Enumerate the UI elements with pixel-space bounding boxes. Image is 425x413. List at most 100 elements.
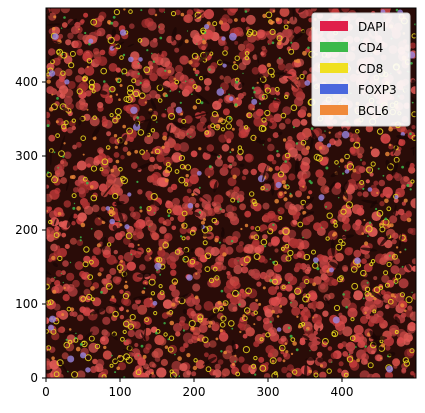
cd8-signal [125, 95, 133, 104]
cd4-signal [183, 258, 186, 261]
cd4-signal [295, 142, 299, 145]
nucleus [373, 276, 378, 281]
x-tick-label: 300 [257, 385, 280, 399]
nucleus [131, 162, 138, 169]
nucleus [410, 86, 416, 94]
nucleus [401, 362, 408, 370]
cd8-signal [61, 124, 67, 130]
tissue-gap [46, 8, 50, 16]
cd4-signal [289, 334, 293, 338]
bcl6-signal [190, 326, 195, 331]
nucleus [67, 81, 76, 89]
tissue-gap [172, 121, 188, 131]
nucleus [365, 292, 375, 302]
bcl6-signal [305, 145, 310, 150]
tissue-gap [387, 351, 396, 357]
nucleus [361, 258, 367, 265]
nucleus [175, 9, 181, 16]
tissue-gap [411, 79, 416, 84]
bcl6-signal [268, 20, 274, 25]
cd4-signal [220, 86, 222, 89]
nucleus [76, 314, 84, 322]
nucleus [171, 152, 183, 163]
bcl6-signal [302, 185, 305, 188]
foxp3-signal [251, 98, 258, 105]
cd4-signal [342, 172, 345, 175]
bcl6-signal [271, 309, 276, 314]
bcl6-signal [306, 195, 310, 199]
cd8-signal [369, 262, 374, 267]
nucleus [134, 250, 142, 259]
nucleus [141, 151, 151, 161]
bcl6-signal [296, 315, 299, 318]
tissue-gap [239, 163, 245, 167]
cd8-signal [276, 35, 283, 42]
cd4-signal [259, 102, 261, 105]
cd4-signal [366, 281, 369, 284]
tissue-gap [142, 284, 149, 289]
cd4-signal [410, 62, 413, 65]
cd8-signal [290, 104, 298, 111]
cd4-signal [173, 375, 176, 378]
cd8-signal [90, 18, 98, 26]
nucleus [295, 190, 302, 198]
nucleus [293, 204, 302, 212]
cd8-signal [376, 209, 384, 217]
nucleus [409, 162, 415, 169]
tissue-gap [277, 131, 283, 136]
cd8-signal [373, 286, 381, 294]
tissue-gap [92, 126, 101, 138]
cd4-signal [228, 117, 232, 120]
nucleus [184, 115, 193, 124]
bcl6-signal [240, 227, 243, 231]
bcl6-signal [403, 198, 408, 203]
nucleus [267, 242, 273, 247]
cd4-signal [324, 130, 326, 132]
y-tick-label: 0 [30, 371, 38, 385]
bcl6-signal [129, 319, 132, 322]
nucleus [262, 202, 270, 210]
cd4-signal [237, 200, 240, 203]
nucleus [276, 153, 281, 158]
foxp3-signal [127, 192, 132, 197]
cd8-signal [299, 73, 305, 80]
legend-swatch [320, 63, 348, 73]
nucleus [149, 39, 158, 48]
nucleus [250, 168, 257, 176]
nucleus [338, 361, 344, 367]
nucleus [236, 119, 244, 127]
nucleus [411, 125, 416, 130]
cd8-signal [128, 9, 133, 14]
nucleus [75, 141, 82, 148]
nucleus [107, 157, 113, 163]
bcl6-signal [197, 338, 200, 342]
cd4-signal [310, 181, 313, 185]
cd8-signal [46, 283, 50, 290]
cd8-signal [284, 94, 289, 100]
tissue-gap [268, 122, 273, 127]
nucleus [143, 347, 150, 354]
tissue-gap [361, 199, 379, 204]
bcl6-signal [223, 350, 227, 355]
nucleus [342, 290, 352, 300]
nucleus [63, 200, 71, 208]
cd8-signal [48, 219, 53, 225]
nucleus [313, 222, 322, 232]
nucleus [393, 198, 399, 204]
cd8-signal [50, 59, 55, 65]
nucleus [241, 363, 251, 374]
nucleus [54, 164, 63, 174]
nucleus [157, 165, 162, 170]
bcl6-signal [115, 77, 119, 81]
cd4-signal [163, 322, 166, 325]
bcl6-signal [208, 320, 213, 325]
tissue-gap [89, 307, 107, 315]
cd8-signal [311, 249, 316, 255]
nucleus [299, 282, 306, 289]
cd4-signal [248, 370, 250, 372]
cd8-signal [280, 246, 285, 251]
cd8-signal [284, 152, 291, 159]
cd8-signal [200, 27, 207, 34]
cd8-signal [267, 67, 275, 76]
cd8-signal [247, 28, 254, 36]
